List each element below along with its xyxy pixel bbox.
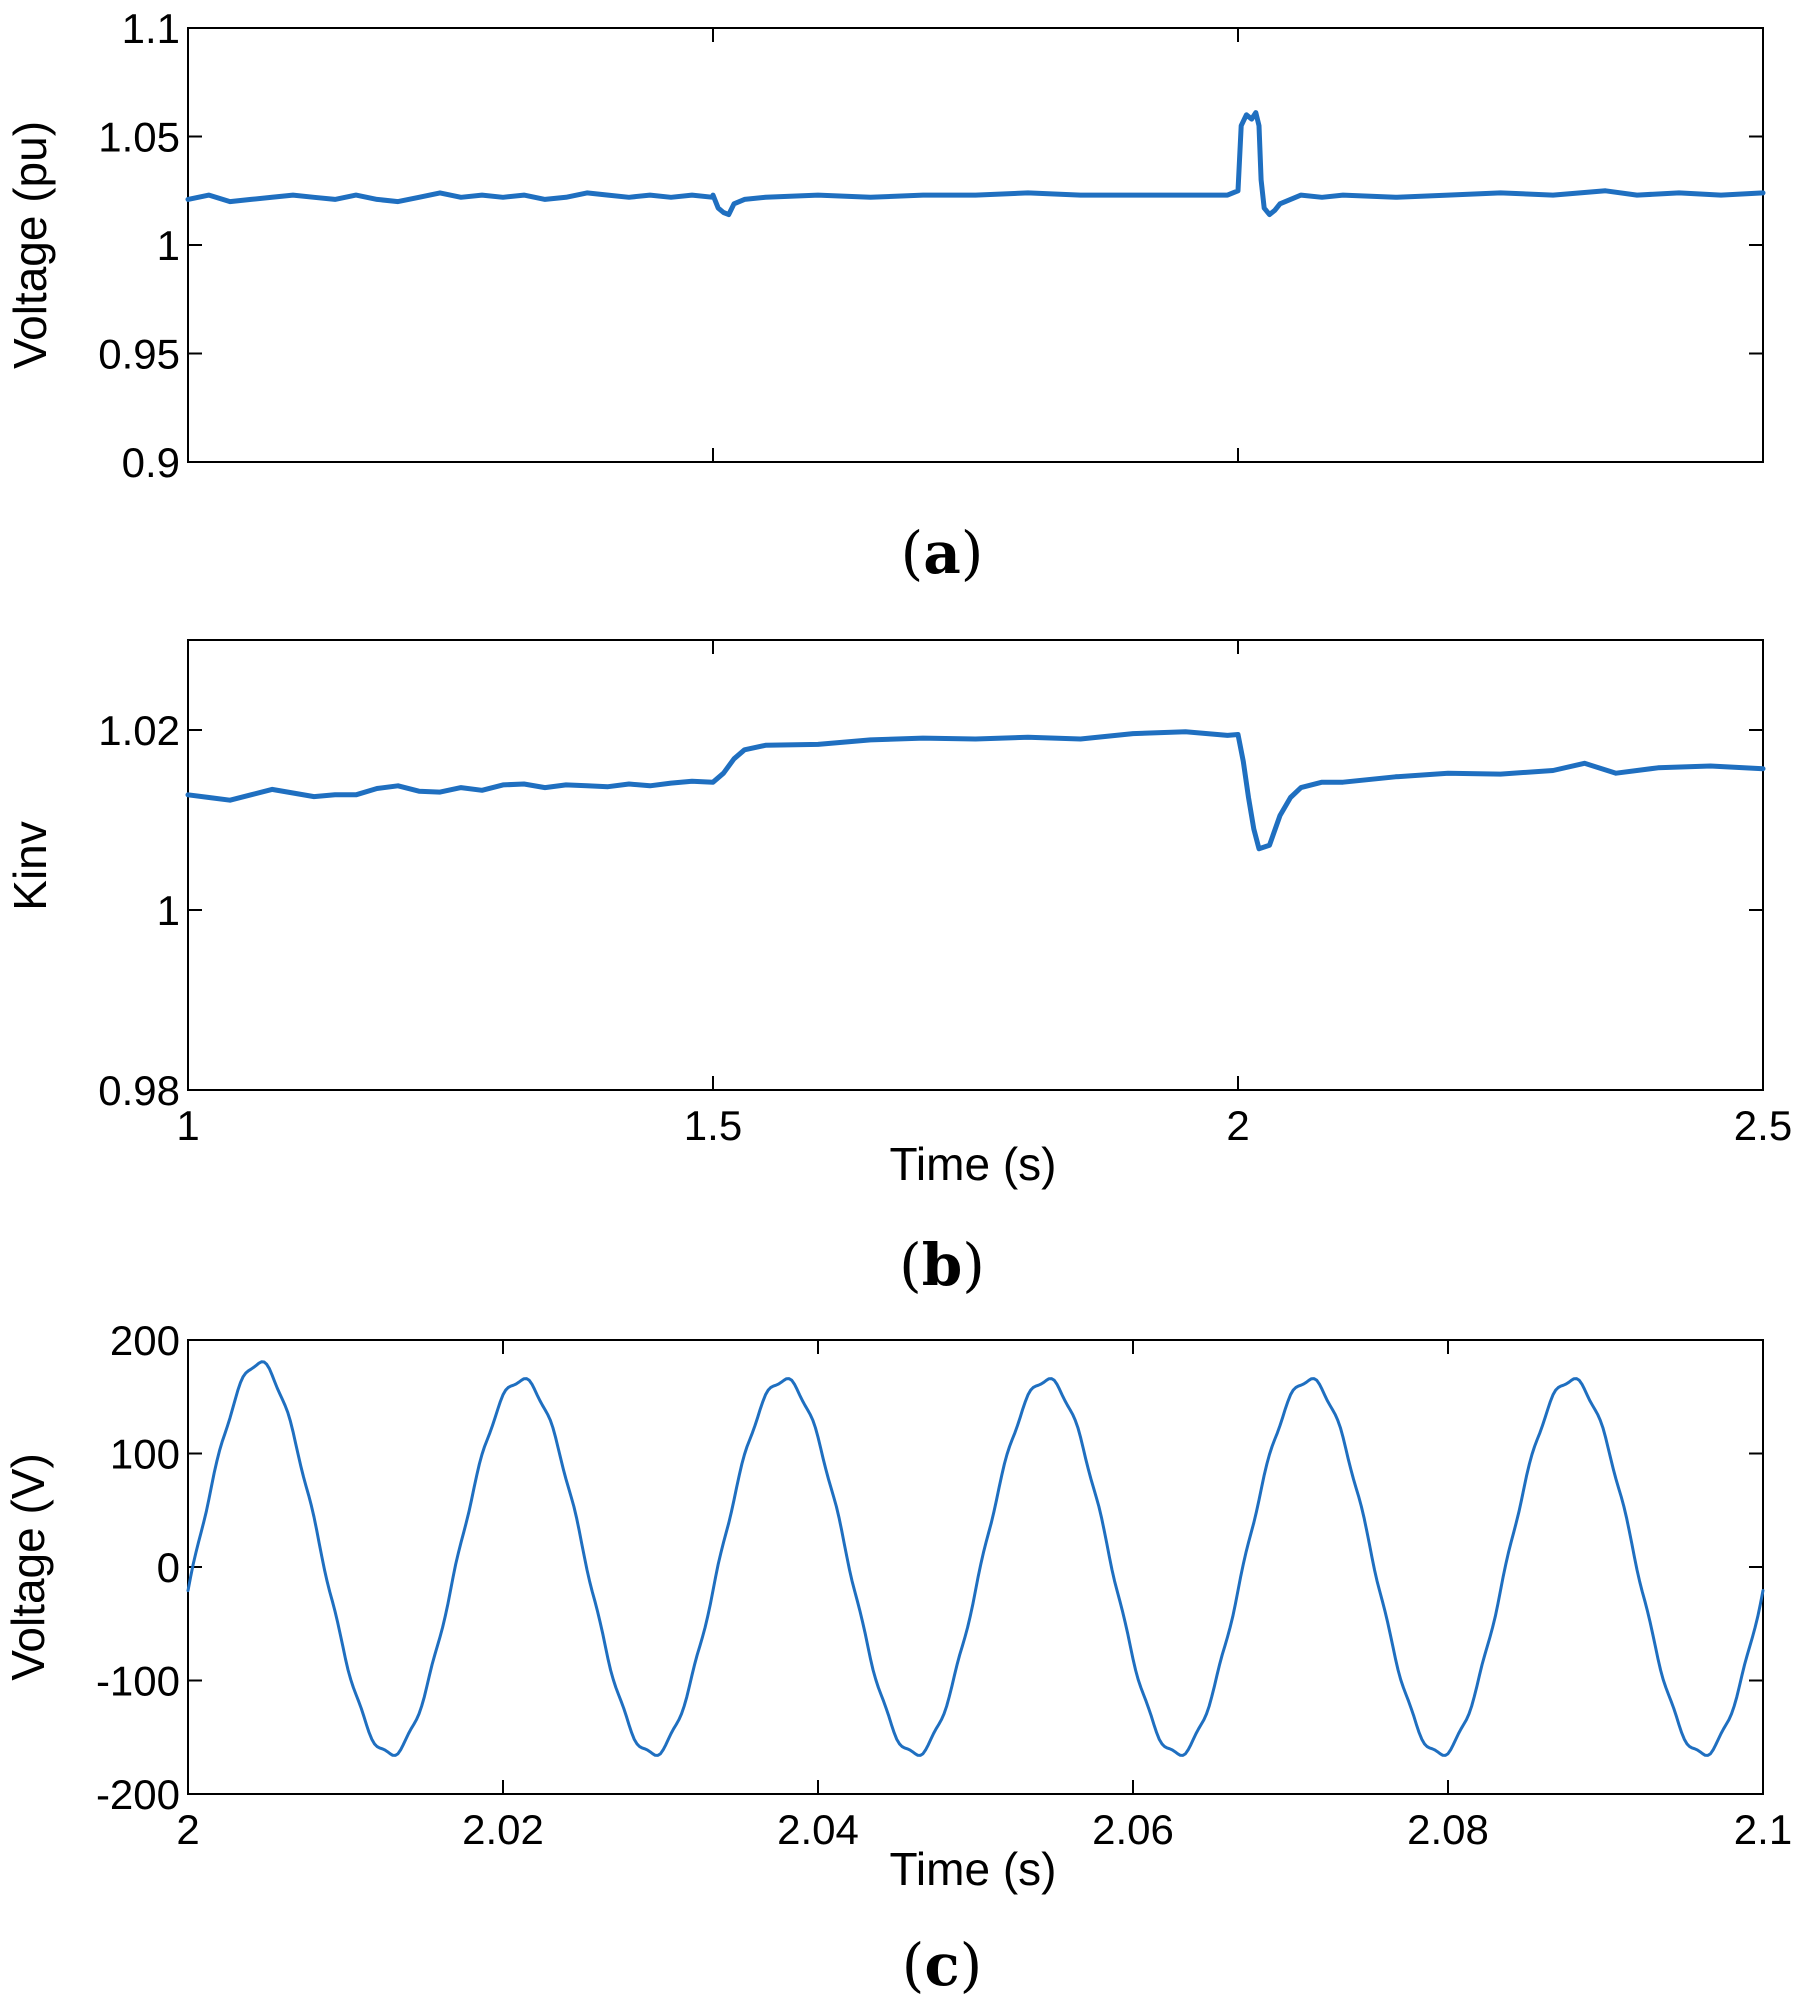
y-tick-label: 1.02 xyxy=(98,707,180,754)
panel-letter: c xyxy=(924,1931,959,1999)
y-tick-label: 0.9 xyxy=(122,439,180,486)
x-axis: 1 1.5 2 2.5 xyxy=(176,640,1792,1149)
y-tick-label: 200 xyxy=(110,1317,180,1364)
y-tick-label: 1.05 xyxy=(98,114,180,161)
y-tick-label: 1.1 xyxy=(122,5,180,52)
y-tick-label: 0.95 xyxy=(98,331,180,378)
chart-panel-c: -200 -100 0 100 200 2 2.02 2.04 2.06 2.08 2.1 Vol… xyxy=(2,1317,1792,1999)
plot-frame xyxy=(187,27,1764,463)
y-axis: -200 -100 0 100 200 xyxy=(96,1317,1763,1818)
x-axis-label: Time (s) xyxy=(890,1843,1057,1895)
y-axis-label: Voltage (V) xyxy=(2,1453,54,1681)
y-tick-label: 1 xyxy=(157,222,180,269)
x-tick-label: 2 xyxy=(1226,1102,1249,1149)
y-axis: 0.9 0.95 1 1.05 1.1 xyxy=(98,5,1763,486)
panel-label-a: (a) xyxy=(901,519,984,587)
y-axis-label: Voltage (pu) xyxy=(4,121,56,369)
y-tick-label: -100 xyxy=(96,1658,180,1705)
x-axis-label: Time (s) xyxy=(890,1138,1057,1190)
x-tick-label: 2.5 xyxy=(1734,1102,1792,1149)
x-tick-label: 2.08 xyxy=(1407,1806,1489,1853)
series-layer xyxy=(186,1360,1765,1757)
series-line xyxy=(185,110,1766,218)
x-axis: 2 2.02 2.04 2.06 2.08 2.1 xyxy=(176,1340,1792,1853)
y-tick-label: -200 xyxy=(96,1771,180,1818)
series-line xyxy=(186,1360,1765,1757)
x-tick-label: 2.04 xyxy=(777,1806,859,1853)
series-layer xyxy=(185,110,1766,218)
plot-frame xyxy=(187,639,1764,1091)
panel-label-b: (b) xyxy=(899,1231,985,1299)
x-tick-label: 1 xyxy=(176,1102,199,1149)
panel-letter: b xyxy=(922,1231,963,1299)
y-tick-label: 0 xyxy=(157,1544,180,1591)
panel-letter: a xyxy=(923,519,961,587)
y-tick-label: 0.98 xyxy=(98,1067,180,1114)
y-axis-label: Kinv xyxy=(4,821,56,910)
x-tick-label: 2.1 xyxy=(1734,1806,1792,1853)
y-axis: 0.98 1 1.02 xyxy=(98,707,1763,1114)
x-tick-label: 1.5 xyxy=(684,1102,742,1149)
chart-panel-a: 0.9 0.95 1 1.05 1.1 Voltage (pu) (a) xyxy=(4,5,1766,587)
plot-frame xyxy=(187,1339,1764,1795)
x-tick-label: 2.02 xyxy=(462,1806,544,1853)
x-tick-label: 2.06 xyxy=(1092,1806,1174,1853)
panel-label-c: (c) xyxy=(902,1931,983,1999)
series-layer xyxy=(185,729,1766,852)
y-tick-label: 100 xyxy=(110,1431,180,1478)
series-line xyxy=(185,729,1766,852)
x-tick-label: 2 xyxy=(176,1806,199,1853)
x-axis xyxy=(187,28,1764,462)
y-tick-label: 1 xyxy=(157,887,180,934)
